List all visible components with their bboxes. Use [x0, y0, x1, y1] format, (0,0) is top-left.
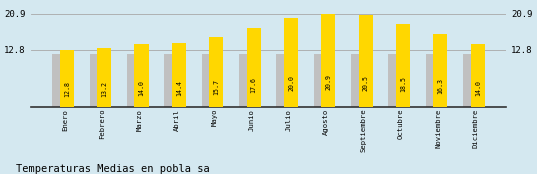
Bar: [209, 37, 223, 107]
Bar: [239, 54, 251, 107]
Bar: [426, 54, 438, 107]
Text: 15.7: 15.7: [213, 79, 219, 95]
Bar: [396, 24, 410, 107]
Bar: [388, 54, 400, 107]
Bar: [164, 54, 176, 107]
Text: 16.3: 16.3: [438, 78, 444, 94]
Bar: [284, 18, 298, 107]
Bar: [60, 50, 74, 107]
Bar: [463, 54, 475, 107]
Text: 14.0: 14.0: [139, 80, 144, 96]
Text: Temperaturas Medias en pobla sa: Temperaturas Medias en pobla sa: [16, 164, 210, 174]
Text: 12.8: 12.8: [64, 81, 70, 97]
Text: 17.6: 17.6: [251, 77, 257, 93]
Text: 20.9: 20.9: [325, 74, 331, 90]
Bar: [470, 45, 485, 107]
Bar: [90, 54, 101, 107]
Bar: [359, 15, 373, 107]
Bar: [433, 34, 447, 107]
Bar: [127, 54, 139, 107]
Bar: [172, 43, 186, 107]
Bar: [314, 54, 325, 107]
Bar: [351, 54, 363, 107]
Text: 14.0: 14.0: [475, 80, 481, 96]
Text: 20.0: 20.0: [288, 75, 294, 91]
Text: 13.2: 13.2: [101, 81, 107, 97]
Text: 18.5: 18.5: [400, 76, 406, 92]
Bar: [276, 54, 288, 107]
Text: 20.5: 20.5: [362, 75, 369, 91]
Bar: [52, 54, 64, 107]
Bar: [97, 48, 111, 107]
Bar: [246, 28, 261, 107]
Bar: [134, 45, 149, 107]
Bar: [321, 14, 336, 107]
Text: 14.4: 14.4: [176, 80, 182, 96]
Bar: [201, 54, 214, 107]
